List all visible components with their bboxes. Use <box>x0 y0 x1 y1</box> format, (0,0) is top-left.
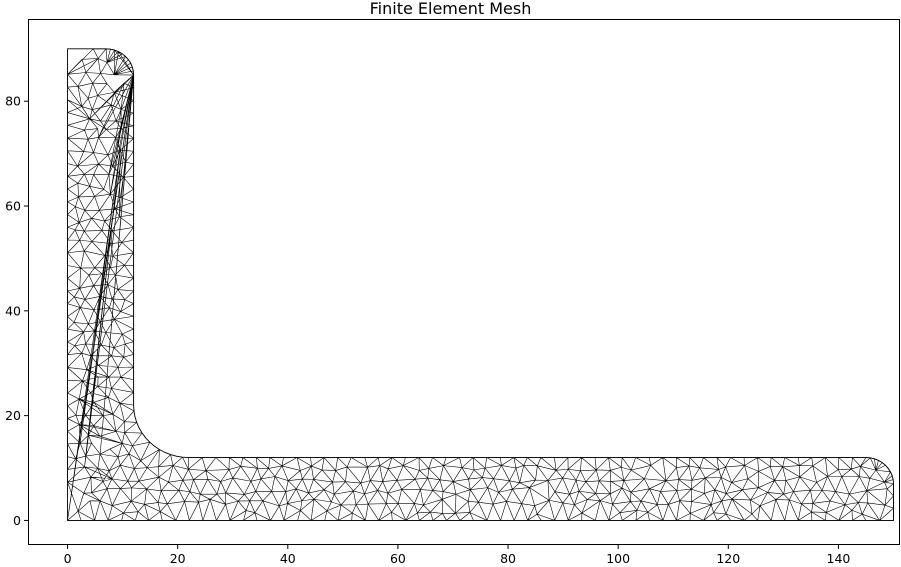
x-tick-label: 100 <box>606 551 630 566</box>
y-tick-label: 80 <box>5 94 21 109</box>
plot-title: Finite Element Mesh <box>369 0 532 18</box>
y-tick-label: 60 <box>5 199 21 214</box>
y-axis: 0 20 40 60 80 <box>5 94 29 528</box>
mesh-elements <box>67 48 894 521</box>
x-tick-label: 140 <box>827 551 851 566</box>
y-tick-label: 40 <box>5 303 21 318</box>
x-tick-label: 20 <box>170 551 186 566</box>
x-tick-label: 120 <box>716 551 740 566</box>
mesh-outline <box>67 48 894 521</box>
y-tick-label: 20 <box>5 408 21 423</box>
mesh-layer <box>67 48 894 521</box>
axes-frame <box>28 19 900 545</box>
x-tick-label: 60 <box>390 551 406 566</box>
mesh-boundary <box>67 48 894 521</box>
x-tick-label: 80 <box>500 551 516 566</box>
x-axis: 0 20 40 60 80 100 120 140 <box>64 544 851 566</box>
x-tick-label: 0 <box>64 551 72 566</box>
x-tick-label: 40 <box>280 551 296 566</box>
y-tick-label: 0 <box>13 513 21 528</box>
